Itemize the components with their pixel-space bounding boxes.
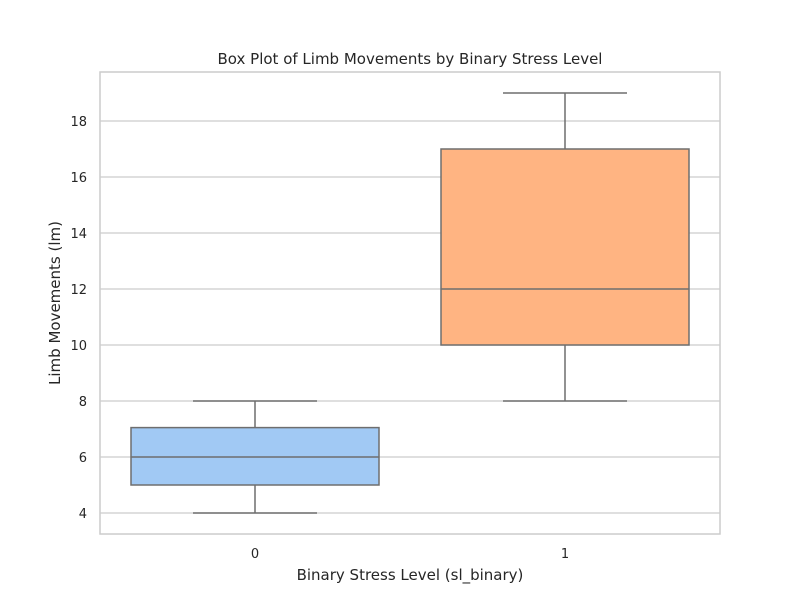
- y-tick-label-10: 10: [70, 339, 87, 354]
- boxes: [130, 92, 690, 514]
- x-tick-label-0: 0: [251, 547, 259, 562]
- y-tick-label-6: 6: [79, 451, 87, 466]
- y-tick-label-18: 18: [70, 115, 87, 130]
- y-tick-label-8: 8: [79, 395, 87, 410]
- y-tick-labels: 4 6 8 10 12 14 16 18: [70, 115, 87, 522]
- box-1: [440, 148, 690, 346]
- chart-title: Box Plot of Limb Movements by Binary Str…: [218, 50, 603, 68]
- y-tick-label-4: 4: [79, 507, 87, 522]
- x-tick-label-1: 1: [561, 547, 569, 562]
- box-group-1: [440, 92, 690, 402]
- y-tick-label-12: 12: [70, 283, 87, 298]
- box-group-0: [130, 400, 380, 514]
- y-axis-label: Limb Movements (lm): [46, 221, 64, 385]
- x-axis-label: Binary Stress Level (sl_binary): [297, 566, 524, 585]
- y-tick-label-14: 14: [70, 227, 87, 242]
- y-tick-label-16: 16: [70, 171, 87, 186]
- plot-frame: [99, 71, 721, 535]
